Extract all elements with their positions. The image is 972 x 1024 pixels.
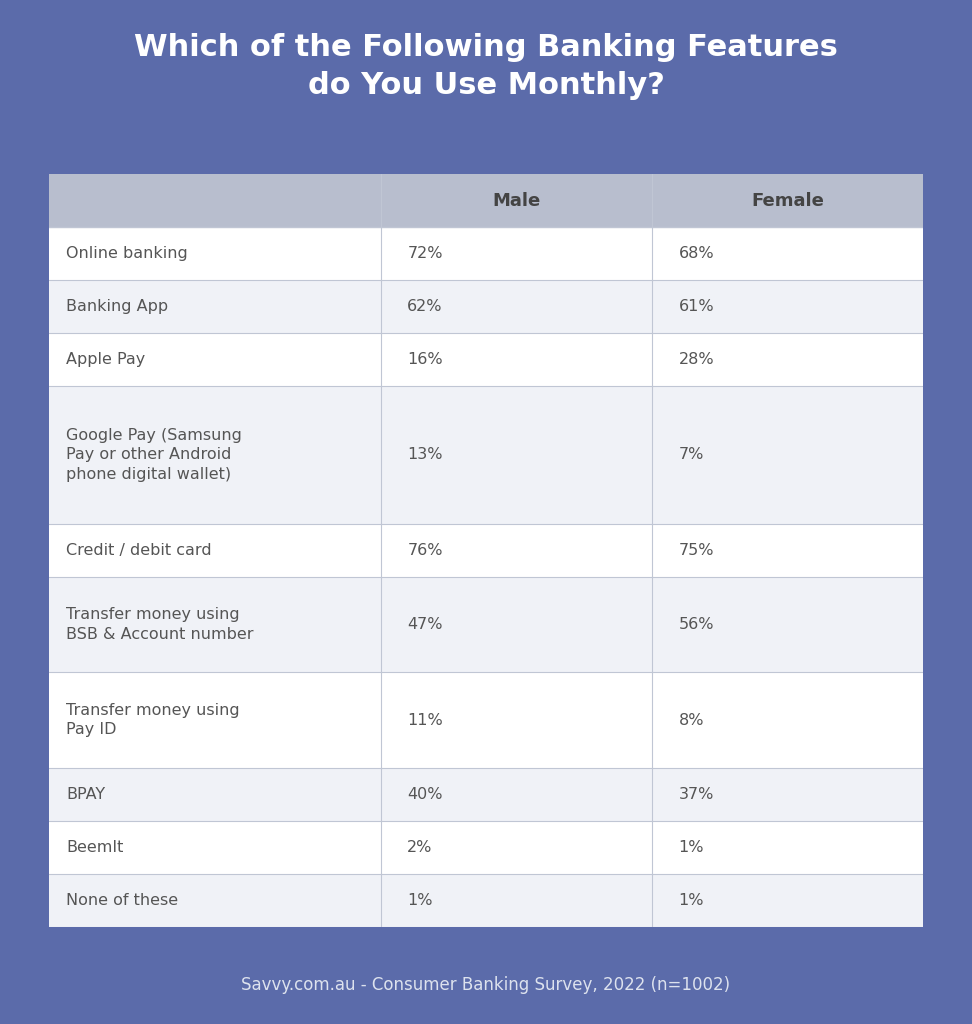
Bar (49, 873, 923, 927)
Bar (49, 673, 923, 768)
Text: 62%: 62% (407, 299, 443, 314)
Text: 11%: 11% (407, 713, 443, 727)
Text: Online banking: Online banking (66, 246, 188, 261)
Text: 75%: 75% (678, 543, 714, 558)
Text: 40%: 40% (407, 786, 443, 802)
Bar (49, 281, 923, 333)
Text: 47%: 47% (407, 617, 443, 632)
Text: 37%: 37% (678, 786, 713, 802)
Bar (49, 227, 923, 281)
Text: 56%: 56% (678, 617, 714, 632)
Text: 61%: 61% (678, 299, 714, 314)
Text: 72%: 72% (407, 246, 443, 261)
Text: BeemIt: BeemIt (66, 840, 123, 855)
Text: 76%: 76% (407, 543, 443, 558)
Text: 16%: 16% (407, 352, 443, 367)
Text: Female: Female (751, 191, 824, 210)
Text: None of these: None of these (66, 893, 178, 907)
Bar (49, 524, 923, 577)
Text: 1%: 1% (407, 893, 433, 907)
Text: Savvy.com.au - Consumer Banking Survey, 2022 (n=1002): Savvy.com.au - Consumer Banking Survey, … (241, 976, 731, 993)
Bar (49, 386, 923, 524)
Bar (49, 577, 923, 673)
Bar (49, 333, 923, 386)
Text: 7%: 7% (678, 447, 704, 463)
Text: Banking App: Banking App (66, 299, 168, 314)
Bar (49, 768, 923, 820)
Text: Transfer money using
Pay ID: Transfer money using Pay ID (66, 702, 240, 737)
Bar (49, 174, 923, 227)
Text: Which of the Following Banking Features
do You Use Monthly?: Which of the Following Banking Features … (134, 33, 838, 100)
Text: 13%: 13% (407, 447, 443, 463)
Text: 68%: 68% (678, 246, 714, 261)
Text: Transfer money using
BSB & Account number: Transfer money using BSB & Account numbe… (66, 607, 254, 642)
Text: Google Pay (Samsung
Pay or other Android
phone digital wallet): Google Pay (Samsung Pay or other Android… (66, 428, 242, 482)
Text: 1%: 1% (678, 840, 704, 855)
Text: BPAY: BPAY (66, 786, 105, 802)
Text: 28%: 28% (678, 352, 714, 367)
Text: 8%: 8% (678, 713, 704, 727)
Text: 1%: 1% (678, 893, 704, 907)
Text: Credit / debit card: Credit / debit card (66, 543, 212, 558)
Text: Male: Male (493, 191, 540, 210)
Text: Apple Pay: Apple Pay (66, 352, 146, 367)
Bar (49, 820, 923, 873)
Text: 2%: 2% (407, 840, 433, 855)
